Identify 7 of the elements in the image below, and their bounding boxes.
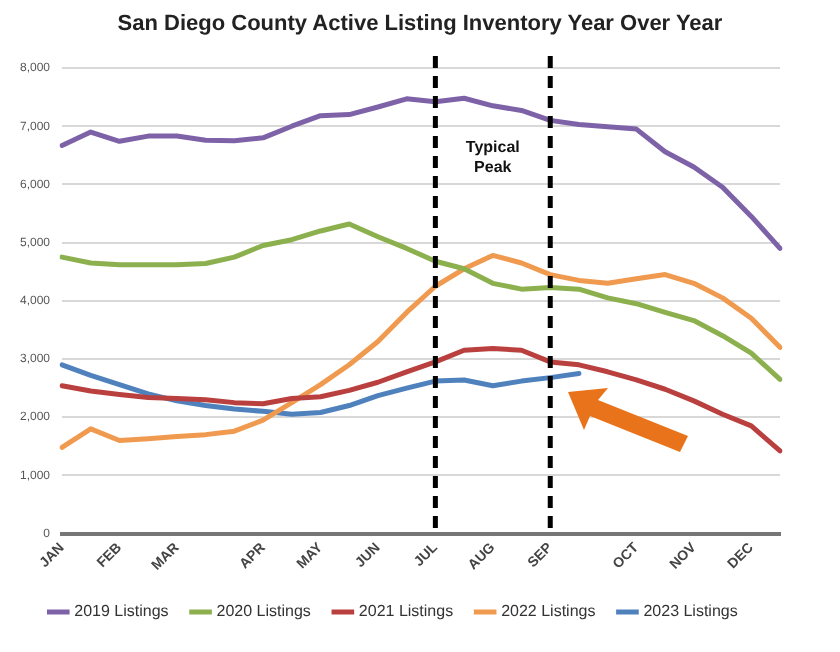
chart-title: San Diego County Active Listing Inventory Year Over Year	[115, 12, 725, 36]
legend-label: 2020 Listings	[216, 602, 311, 621]
legend-label: 2022 Listings	[501, 602, 596, 621]
legend-label: 2021 Listings	[358, 602, 454, 621]
legend-label: 2019 Listings	[74, 602, 169, 621]
annotation: Typical Peak	[465, 138, 520, 177]
legend-label: 2023 Listings	[643, 602, 738, 621]
